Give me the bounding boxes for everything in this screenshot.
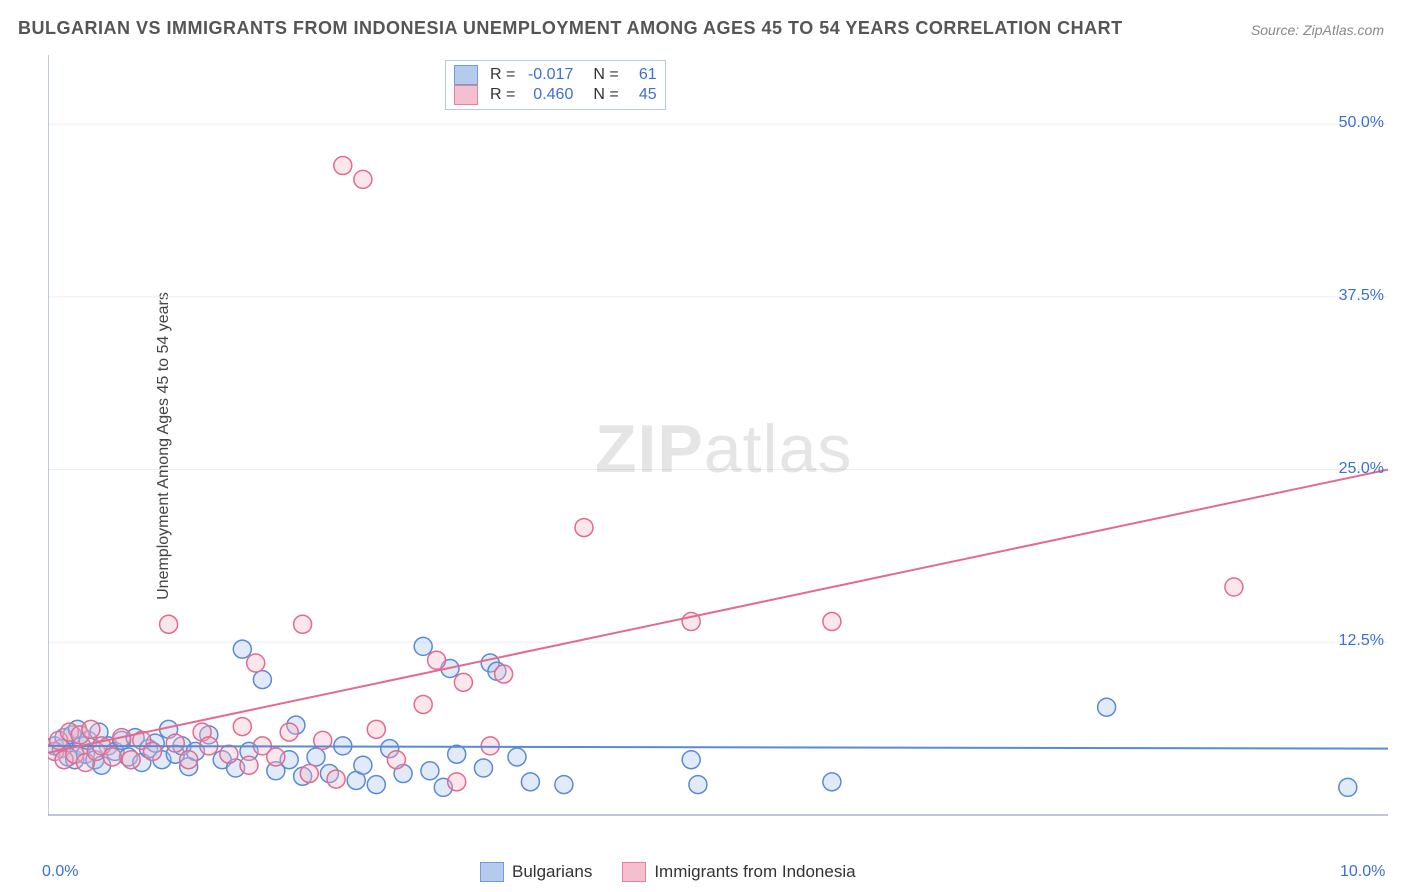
chart-title: BULGARIAN VS IMMIGRANTS FROM INDONESIA U…: [18, 18, 1123, 39]
data-point: [1225, 578, 1243, 596]
data-point: [160, 615, 178, 633]
data-point: [240, 756, 258, 774]
data-point: [354, 170, 372, 188]
data-point: [1098, 698, 1116, 716]
legend-series-name: Bulgarians: [512, 862, 592, 882]
legend-item: Immigrants from Indonesia: [622, 862, 855, 882]
source-label: Source: ZipAtlas.com: [1251, 22, 1384, 38]
legend-swatch: [454, 85, 478, 105]
legend-r-value: 0.460: [523, 86, 573, 104]
data-point: [414, 695, 432, 713]
x-tick-label: 0.0%: [42, 863, 78, 881]
correlation-legend: R = -0.017 N = 61 R = 0.460 N = 45: [445, 60, 666, 110]
data-point: [448, 773, 466, 791]
data-point: [300, 765, 318, 783]
data-point: [387, 751, 405, 769]
data-point: [1339, 778, 1357, 796]
scatter-chart-svg: [48, 55, 1388, 845]
data-point: [823, 773, 841, 791]
legend-swatch: [480, 862, 504, 882]
legend-n-key: N =: [593, 86, 618, 104]
x-tick-label: 10.0%: [1340, 863, 1385, 881]
data-point: [233, 718, 251, 736]
legend-series-name: Immigrants from Indonesia: [654, 862, 855, 882]
legend-r-key: R =: [490, 86, 515, 104]
data-point: [294, 615, 312, 633]
legend-r-value: -0.017: [523, 66, 573, 84]
trend-line: [48, 470, 1388, 753]
data-point: [414, 637, 432, 655]
legend-swatch: [454, 65, 478, 85]
data-point: [682, 751, 700, 769]
data-point: [521, 773, 539, 791]
data-point: [495, 665, 513, 683]
data-point: [428, 651, 446, 669]
data-point: [421, 762, 439, 780]
legend-row: R = -0.017 N = 61: [454, 65, 657, 85]
data-point: [823, 613, 841, 631]
legend-n-value: 61: [627, 66, 657, 84]
data-point: [180, 751, 198, 769]
data-point: [354, 756, 372, 774]
data-point: [555, 776, 573, 794]
data-point: [334, 157, 352, 175]
data-point: [454, 673, 472, 691]
data-point: [122, 751, 140, 769]
y-tick-label: 50.0%: [1339, 114, 1384, 132]
legend-n-key: N =: [593, 66, 618, 84]
data-point: [367, 776, 385, 794]
data-point: [327, 770, 345, 788]
data-point: [253, 671, 271, 689]
chart-plot-area: [48, 55, 1388, 845]
data-point: [575, 519, 593, 537]
legend-swatch: [622, 862, 646, 882]
data-point: [508, 748, 526, 766]
legend-item: Bulgarians: [480, 862, 592, 882]
legend-row: R = 0.460 N = 45: [454, 85, 657, 105]
data-point: [475, 759, 493, 777]
data-point: [267, 748, 285, 766]
data-point: [689, 776, 707, 794]
legend-n-value: 45: [627, 86, 657, 104]
y-tick-label: 37.5%: [1339, 287, 1384, 305]
legend-r-key: R =: [490, 66, 515, 84]
data-point: [367, 720, 385, 738]
data-point: [82, 720, 100, 738]
y-tick-label: 25.0%: [1339, 460, 1384, 478]
data-point: [280, 723, 298, 741]
data-point: [247, 654, 265, 672]
data-point: [307, 748, 325, 766]
data-point: [166, 734, 184, 752]
data-point: [233, 640, 251, 658]
data-point: [103, 748, 121, 766]
y-tick-label: 12.5%: [1339, 632, 1384, 650]
data-point: [220, 745, 238, 763]
data-point: [448, 745, 466, 763]
series-legend: Bulgarians Immigrants from Indonesia: [480, 862, 856, 882]
